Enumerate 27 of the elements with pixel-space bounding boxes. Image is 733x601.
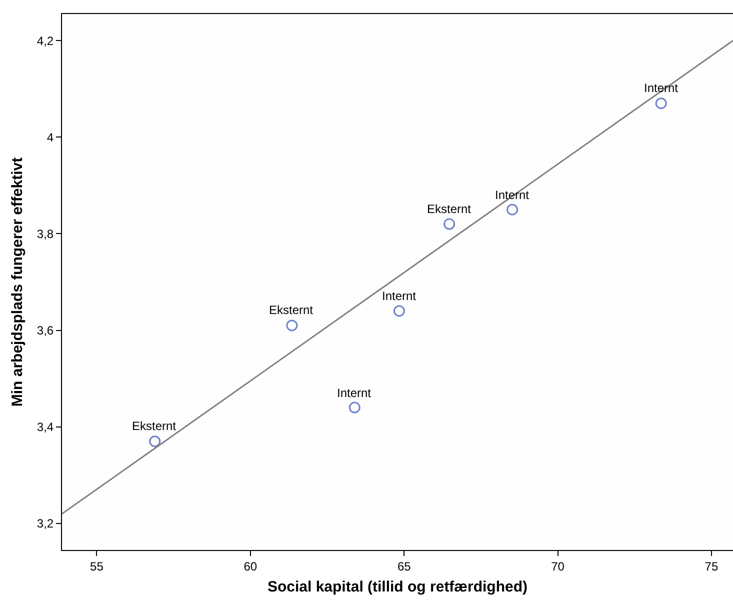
annotation: Eksternt <box>269 303 314 317</box>
x-axis-title: Social kapital (tillid og retfærdighed) <box>267 578 528 596</box>
annotation: Internt <box>382 289 417 303</box>
x-tick-label: 60 <box>244 559 258 574</box>
y-tick-label: 3,8 <box>36 226 54 241</box>
point <box>348 402 360 414</box>
annotation: Eksternt <box>132 419 177 433</box>
annotation: Eksternt <box>427 202 472 216</box>
y-tick-label: 4 <box>46 130 54 144</box>
point <box>655 98 667 110</box>
y-tick-label: 3,6 <box>36 323 54 338</box>
x-tick-label: 55 <box>90 559 104 574</box>
y-tick-label: 3,4 <box>36 420 54 434</box>
point <box>444 218 456 230</box>
x-tick-label: 70 <box>551 559 565 574</box>
point <box>393 305 405 317</box>
annotation: Internt <box>495 188 530 202</box>
y-axis-title: Min arbejdsplads fungerer effektivt <box>9 157 26 407</box>
point <box>506 204 518 216</box>
point <box>286 320 298 332</box>
x-tick-label: 65 <box>397 559 412 574</box>
point <box>149 436 161 448</box>
y-tick-label: 4,2 <box>36 34 54 48</box>
annotation: Internt <box>337 386 372 400</box>
annotation: Internt <box>644 81 679 95</box>
x-tick-label: 75 <box>704 559 718 574</box>
y-tick-label: 3,2 <box>36 516 54 531</box>
